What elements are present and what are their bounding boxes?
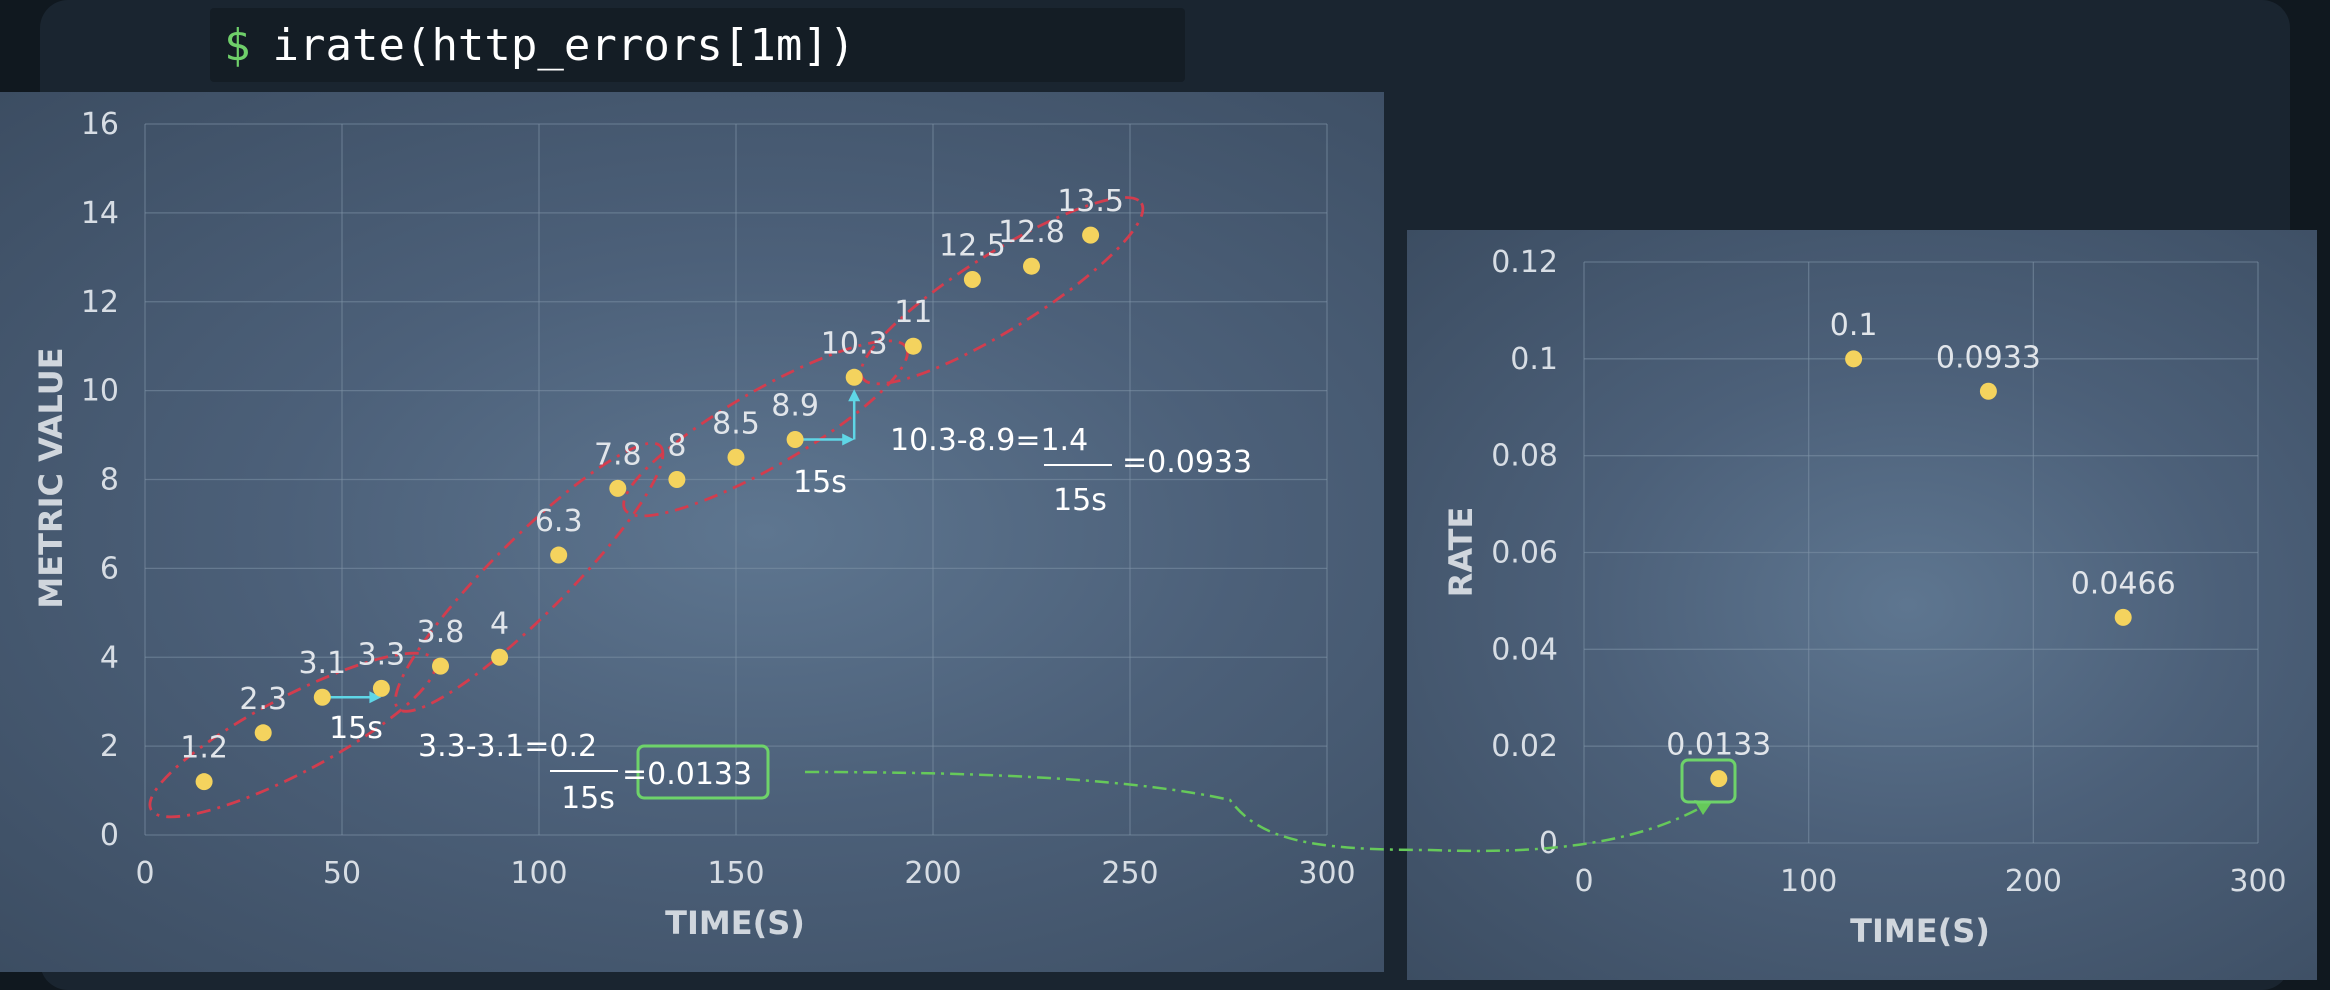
metric-chart-y-tick-label: 14	[81, 196, 119, 231]
rate-chart-points: 0.0133 0.1 0.0933 0.0466	[1666, 308, 2176, 788]
metric-chart-data-point	[195, 773, 213, 791]
metric-chart-data-label: 6.3	[535, 504, 583, 539]
rate-chart-y-tick-label: 0	[1539, 826, 1558, 861]
metric-chart-y-tick-label: 12	[81, 285, 119, 320]
metric-chart-x-tick-label: 50	[323, 856, 361, 891]
metric-chart-data-label: 8.9	[771, 389, 819, 424]
rate-chart-x-axis-title: TIME(S)	[1850, 912, 1990, 950]
metric-chart-data-point	[254, 724, 272, 742]
rate-chart-data-label: 0.1	[1830, 308, 1878, 343]
metric-chart-y-tick-label: 6	[100, 551, 119, 586]
interval-a-label: 15s	[329, 711, 383, 746]
rate-chart-data-point	[2114, 608, 2132, 626]
metric-chart-pair-ellipses	[148, 196, 1145, 819]
rate-chart-x-tick-label: 0	[1574, 864, 1593, 899]
metric-chart-x-tick-label: 0	[135, 856, 154, 891]
metric-chart-data-point	[313, 688, 331, 706]
metric-chart-data-label: 8	[667, 429, 686, 464]
pair-group-ellipse	[393, 441, 665, 713]
command-prompt: $	[224, 19, 251, 71]
rate-chart-x-tick-label: 200	[2005, 864, 2062, 899]
metric-chart-data-point	[432, 657, 449, 675]
rate-chart-y-tick-label: 0.06	[1491, 536, 1558, 571]
command-text: irate(http_errors[1m])	[272, 19, 856, 71]
rate-chart-y-tick-label: 0.1	[1510, 342, 1558, 377]
rate-chart-panel	[1407, 230, 2317, 980]
metric-chart-data-point	[727, 448, 745, 466]
rate-chart-x-tick-label: 100	[1780, 864, 1837, 899]
rate-chart-data-point	[1845, 350, 1863, 368]
metric-chart-data-label: 1.2	[180, 731, 228, 766]
interval-arrowhead	[369, 691, 382, 704]
metric-chart-data-label: 11	[894, 295, 932, 330]
rate-chart-data-label: 0.0933	[1936, 340, 2041, 375]
metric-chart-data-point	[1023, 257, 1040, 275]
metric-chart-points: 1.22.33.1 3.33.8 46.37.8 88.58.910.31112.51…	[180, 184, 1124, 791]
metric-chart-data-point	[609, 479, 627, 497]
metric-chart-x-tick-label: 150	[707, 856, 764, 891]
metric-chart-data-point	[372, 679, 390, 697]
calc-a-denominator: 15s	[561, 781, 615, 816]
metric-chart-data-label: 3.8	[417, 615, 465, 650]
metric-chart-x-tick-label: 300	[1298, 856, 1355, 891]
calc-b-numerator: 10.3-8.9=1.4	[890, 423, 1088, 458]
metric-chart-data-label: 3.1	[298, 646, 346, 681]
calc-a-numerator: 3.3-3.1=0.2	[418, 729, 597, 764]
connector-arrowhead	[1694, 800, 1712, 815]
interval-b-label: 15s	[793, 465, 847, 500]
metric-chart-data-point	[904, 337, 922, 355]
metric-chart-x-axis-title: TIME(S)	[665, 904, 805, 942]
calc-to-rate-connector	[804, 770, 1701, 853]
metric-chart-y-tick-label: 16	[81, 107, 119, 142]
metric-chart-data-point	[845, 368, 863, 386]
metric-chart-data-label: 4	[490, 606, 509, 641]
metric-chart-x-tick-label: 250	[1101, 856, 1158, 891]
calc-a-result: =0.0133	[622, 757, 752, 792]
rate-chart-y-axis-title: RATE	[1442, 507, 1480, 598]
metric-chart-data-point	[1082, 226, 1100, 244]
metric-chart-data-label: 7.8	[594, 437, 642, 472]
metric-chart-data-point	[550, 546, 568, 564]
metric-chart-data-label: 12.8	[998, 215, 1065, 250]
rate-point-highlight	[1680, 758, 1737, 804]
rate-chart-x-tick-label: 300	[2229, 864, 2286, 899]
metric-chart-y-tick-label: 8	[100, 463, 119, 498]
metric-chart-y-tick-label: 0	[100, 818, 119, 853]
metric-value-chart-panel	[0, 92, 1384, 972]
metric-chart-y-axis-title: METRIC VALUE	[32, 347, 70, 608]
metric-chart-data-point	[491, 648, 509, 666]
metric-chart-data-label: 12.5	[939, 229, 1006, 264]
metric-chart-data-label: 13.5	[1057, 184, 1124, 219]
rise-arrowhead	[848, 389, 861, 402]
interval-arrows	[322, 389, 861, 704]
metric-chart-y-tick-label: 2	[100, 729, 119, 764]
metric-chart-grid: 0 50 100 150 200 250 300 0 2 4 6 8 10 12 14 16	[81, 107, 1356, 891]
metric-chart-y-tick-label: 4	[100, 640, 119, 675]
rate-chart-y-tick-label: 0.08	[1491, 439, 1558, 474]
rate-chart-data-point	[1710, 770, 1728, 788]
metric-chart-x-tick-label: 200	[904, 856, 961, 891]
rate-chart-data-point	[1979, 382, 1997, 400]
metric-chart-data-point	[963, 271, 981, 289]
metric-chart-x-tick-label: 100	[510, 856, 567, 891]
metric-chart-data-label: 8.5	[712, 406, 760, 441]
rate-chart-grid: 0 100 200 300 0 0.02 0.04 0.06 0.08 0.1 0.12	[1491, 245, 2286, 899]
metric-chart-y-tick-label: 10	[81, 374, 119, 409]
interval-arrowhead	[842, 433, 855, 446]
rate-chart-y-tick-label: 0.04	[1491, 632, 1558, 667]
calc-b-result: =0.0933	[1122, 445, 1252, 480]
metric-chart-data-point	[786, 431, 804, 449]
metric-chart-data-label: 10.3	[821, 326, 888, 361]
rate-chart-data-label: 0.0466	[2071, 566, 2176, 601]
rate-chart-data-label: 0.0133	[1666, 728, 1771, 763]
metric-chart-data-label: 2.3	[239, 682, 287, 717]
calc-a-result-highlight	[636, 744, 770, 800]
metric-chart-data-point	[668, 471, 686, 488]
rate-chart-y-tick-label: 0.12	[1491, 245, 1558, 280]
rate-chart-y-tick-label: 0.02	[1491, 729, 1558, 764]
calc-b-denominator: 15s	[1053, 483, 1107, 518]
command-bar: $ irate(http_errors[1m])	[210, 8, 1185, 82]
metric-chart-data-label: 3.3	[358, 637, 406, 672]
